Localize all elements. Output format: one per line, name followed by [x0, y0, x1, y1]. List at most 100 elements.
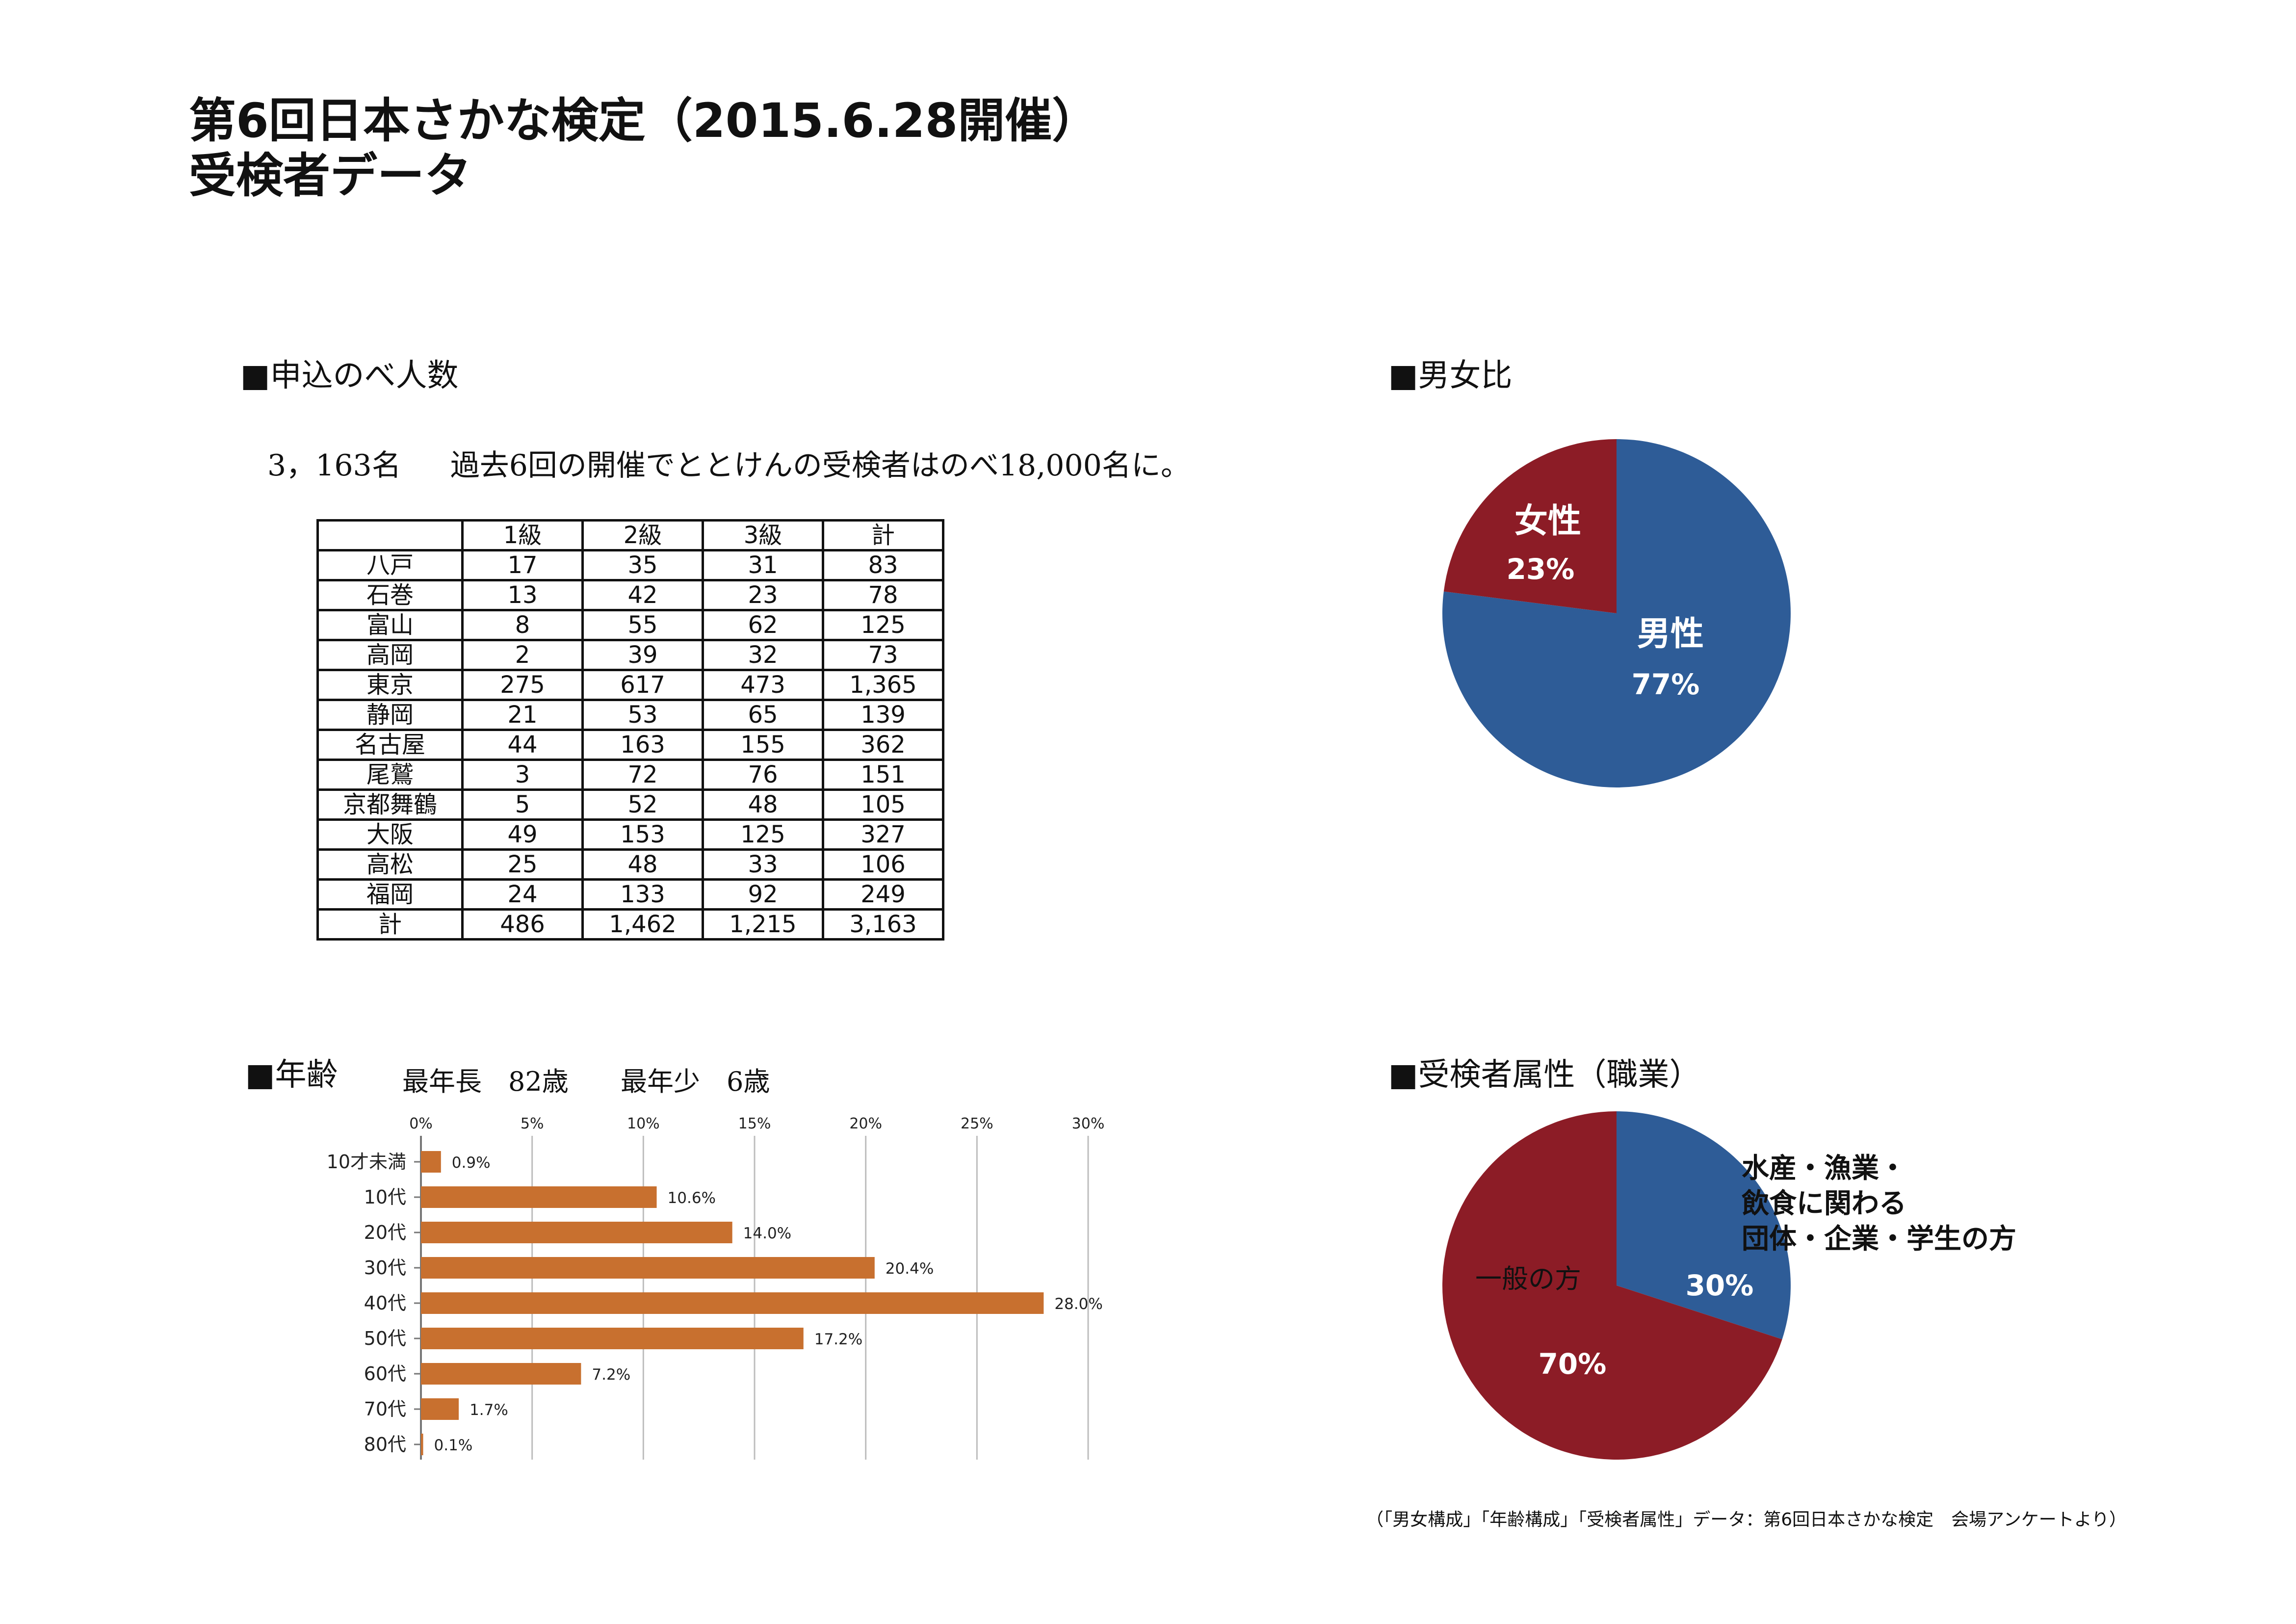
bar	[421, 1363, 581, 1385]
x-tick-label: 30%	[1072, 1115, 1105, 1132]
x-tick-label: 15%	[738, 1115, 771, 1132]
cumulative-note: 過去6回の開催でととけんの受検者はのべ18,000名に。	[450, 448, 1190, 483]
bar-value-label: 28.0%	[1054, 1295, 1102, 1313]
y-tick-label: 10代	[364, 1186, 406, 1208]
row-label: 静岡	[316, 699, 464, 731]
table-cell: 49	[461, 818, 584, 851]
column-header: 2級	[581, 519, 704, 551]
table-cell: 105	[822, 788, 944, 821]
slice-value-label: 77%	[1632, 668, 1700, 701]
bar	[421, 1257, 875, 1279]
y-tick-label: 80代	[364, 1434, 406, 1455]
table-cell: 39	[581, 639, 704, 671]
row-label: 京都舞鶴	[316, 788, 464, 821]
slice-label: 一般の方	[1475, 1263, 1581, 1294]
row-label: 名古屋	[316, 729, 464, 761]
bar	[421, 1434, 423, 1455]
table-cell: 32	[702, 639, 824, 671]
table-cell: 249	[822, 878, 944, 911]
slice-value-label: 70%	[1539, 1347, 1607, 1381]
table-cell: 153	[581, 818, 704, 851]
table-cell: 72	[581, 759, 704, 791]
table-header-row: 1級 2級 3級計	[316, 519, 944, 551]
table-cell: 65	[702, 699, 824, 731]
table-row: 石巻 13 42 23 78	[316, 579, 944, 611]
table-cell: 125	[702, 818, 824, 851]
column-header: 計	[822, 519, 944, 551]
row-label: 高岡	[316, 639, 464, 671]
table-row: 高松 25 48 33 106	[316, 848, 944, 881]
y-tick-label: 60代	[364, 1363, 406, 1385]
table-cell: 1,462	[581, 908, 704, 941]
column-header	[316, 519, 464, 551]
x-tick-label: 25%	[961, 1115, 993, 1132]
table-cell: 78	[822, 579, 944, 611]
table-cell: 17	[461, 549, 584, 581]
table-cell: 155	[702, 729, 824, 761]
bar-value-label: 20.4%	[886, 1260, 934, 1278]
table-cell: 33	[702, 848, 824, 881]
table-cell: 8	[461, 609, 584, 641]
table-cell: 473	[702, 669, 824, 701]
table-cell: 48	[702, 788, 824, 821]
table-cell: 139	[822, 699, 944, 731]
table-row: 静岡 21 53 65 139	[316, 699, 944, 731]
x-tick-label: 0%	[409, 1115, 433, 1132]
table-cell: 62	[702, 609, 824, 641]
table-cell: 42	[581, 579, 704, 611]
y-tick-label: 70代	[364, 1398, 406, 1420]
y-tick-label: 30代	[364, 1257, 406, 1279]
y-tick-label: 10才未満	[327, 1151, 406, 1173]
bar-value-label: 14.0%	[743, 1225, 791, 1242]
table-cell: 83	[822, 549, 944, 581]
table-cell: 55	[581, 609, 704, 641]
table-row: 計 486 1,462 1,215 3,163	[316, 908, 944, 941]
pie-slice	[1443, 439, 1617, 613]
table-cell: 3	[461, 759, 584, 791]
youngest-age: 最年少 6歳	[621, 1066, 770, 1097]
table-cell: 275	[461, 669, 584, 701]
bar-value-label: 10.6%	[668, 1189, 716, 1207]
table-row: 大阪 49 153 125 327	[316, 818, 944, 851]
table-cell: 31	[702, 549, 824, 581]
table-cell: 24	[461, 878, 584, 911]
bar	[421, 1186, 657, 1208]
age-section-heading: ■年齢	[245, 1057, 338, 1093]
table-row: 富山 8 55 62 125	[316, 609, 944, 641]
bar-value-label: 1.7%	[470, 1401, 508, 1419]
table-cell: 21	[461, 699, 584, 731]
table-cell: 25	[461, 848, 584, 881]
bar	[421, 1292, 1044, 1314]
slice-value-label: 30%	[1686, 1269, 1754, 1302]
table-row: 高岡 2 39 32 73	[316, 639, 944, 671]
table-cell: 617	[581, 669, 704, 701]
table-cell: 23	[702, 579, 824, 611]
examinee-count-table: 1級 2級 3級計 八戸 17 35 31 83 石巻 13 42 23 78 富山 8 55 62 125 高岡…	[316, 519, 944, 941]
slice-label: 女性	[1514, 502, 1581, 541]
total-examinees: 3，163名	[267, 448, 401, 483]
row-label: 大阪	[316, 818, 464, 851]
table-row: 東京 275 617 473 1,365	[316, 669, 944, 701]
table-row: 八戸 17 35 31 83	[316, 549, 944, 581]
table-row: 京都舞鶴 5 52 48 105	[316, 788, 944, 821]
y-tick-label: 50代	[364, 1328, 406, 1349]
table-cell: 151	[822, 759, 944, 791]
x-tick-label: 10%	[627, 1115, 660, 1132]
bar-value-label: 17.2%	[814, 1331, 862, 1348]
pie-slice	[1617, 1111, 1791, 1339]
table-row: 福岡 24 133 92 249	[316, 878, 944, 911]
table-cell: 1,215	[702, 908, 824, 941]
data-source-note: （「男女構成」「年齢構成」「受検者属性」データ：第6回日本さかな検定 会場アンケ…	[1366, 1510, 2127, 1530]
table-cell: 106	[822, 848, 944, 881]
x-tick-label: 5%	[521, 1115, 544, 1132]
row-label: 尾鷲	[316, 759, 464, 791]
table-cell: 76	[702, 759, 824, 791]
x-tick-label: 20%	[849, 1115, 882, 1132]
table-cell: 48	[581, 848, 704, 881]
slice-label: 水産・漁業・飲食に関わる団体・企業・学生の方	[1742, 1153, 2016, 1255]
title-line-2: 受検者データ	[189, 148, 471, 203]
oldest-age: 最年長 82歳	[402, 1066, 569, 1097]
job-section-heading: ■受検者属性（職業）	[1388, 1057, 1701, 1093]
table-row: 尾鷲 3 72 76 151	[316, 759, 944, 791]
